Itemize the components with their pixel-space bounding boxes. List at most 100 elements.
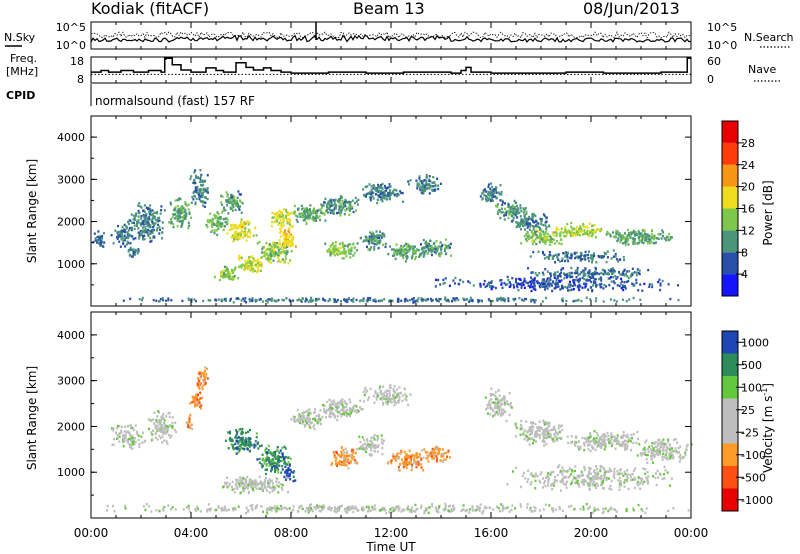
range-cell [640, 232, 643, 235]
range-cell [535, 280, 538, 283]
range-cell [160, 427, 163, 431]
range-cell [367, 240, 370, 243]
range-cell [382, 385, 385, 388]
range-cell [331, 411, 334, 414]
range-cell [665, 239, 668, 242]
range-cell [508, 285, 511, 289]
range-cell [380, 236, 383, 239]
range-cell [227, 431, 230, 434]
range-cell [376, 241, 379, 244]
range-cell [408, 247, 411, 251]
range-cell [183, 214, 186, 217]
range-cell [205, 372, 208, 376]
range-cell [409, 393, 412, 396]
range-cell [482, 283, 485, 286]
range-cell [338, 410, 341, 414]
range-cell [323, 407, 326, 410]
range-cell [133, 216, 136, 219]
range-cell [357, 203, 359, 206]
range-cell [387, 397, 389, 401]
range-cell [309, 417, 312, 421]
range-cell [156, 219, 158, 222]
range-cell [556, 275, 559, 278]
range-cell [285, 243, 288, 246]
range-cell [428, 243, 430, 246]
range-cell [547, 430, 550, 433]
range-cell [136, 252, 139, 255]
range-cell [558, 242, 561, 245]
range-cell [648, 285, 651, 288]
range-cell [276, 256, 279, 259]
range-cell [527, 284, 530, 287]
range-cell [280, 486, 283, 489]
range-cell [404, 397, 407, 401]
range-cell [626, 270, 629, 273]
range-cell [584, 250, 587, 254]
range-cell [289, 259, 292, 262]
range-cell [349, 248, 352, 251]
range-cell [568, 289, 571, 292]
range-cell [229, 272, 232, 275]
range-cell [572, 288, 575, 291]
range-cell [557, 253, 560, 256]
range-cell [163, 439, 166, 442]
range-cell [172, 226, 175, 229]
range-cell [568, 271, 571, 275]
range-cell [94, 239, 97, 242]
range-cell [262, 482, 265, 485]
range-cell [289, 218, 292, 221]
range-cell [160, 418, 163, 421]
range-cell [354, 409, 357, 412]
range-cell [571, 232, 573, 235]
range-cell [501, 286, 504, 289]
range-cell [388, 197, 391, 200]
range-cell [161, 441, 163, 444]
range-cell [338, 405, 340, 408]
range-cell [259, 264, 262, 267]
range-cell [187, 221, 190, 224]
range-cell [194, 169, 197, 172]
range-cell [332, 402, 335, 406]
range-cell [384, 398, 387, 401]
range-cell [198, 372, 201, 375]
range-cell [502, 297, 505, 300]
range-cell [427, 454, 430, 458]
power-cbar-label: Power [dB] [761, 180, 775, 245]
range-cell [298, 298, 301, 301]
range-cell [341, 400, 344, 404]
range-cell [269, 252, 272, 256]
range-cell [347, 459, 349, 462]
range-cell [365, 236, 368, 239]
range-cell [159, 228, 161, 231]
range-cell [390, 401, 393, 404]
range-cell [232, 237, 235, 240]
range-cell [405, 395, 408, 398]
range-cell [555, 234, 558, 237]
range-cell [588, 235, 591, 238]
range-cell [385, 194, 388, 197]
range-cell [287, 466, 290, 470]
range-cell [549, 243, 552, 247]
range-cell [540, 238, 543, 241]
range-cell [223, 265, 226, 269]
range-cell [537, 230, 540, 233]
range-cell [132, 253, 135, 256]
range-cell [345, 452, 348, 455]
range-cell [433, 449, 436, 452]
range-cell [159, 212, 162, 215]
range-cell [333, 251, 335, 254]
range-cell [332, 252, 334, 255]
range-cell [431, 249, 434, 252]
range-cell [652, 237, 655, 241]
range-cell [386, 400, 389, 404]
range-cell [408, 183, 410, 186]
range-cell [387, 194, 390, 197]
range-cell [600, 282, 603, 286]
range-cell [311, 217, 314, 220]
range-cell [494, 286, 497, 290]
range-cell [642, 234, 645, 238]
range-cell [342, 206, 345, 209]
range-cell [487, 183, 490, 186]
range-cell [396, 388, 399, 391]
range-cell [602, 287, 605, 290]
